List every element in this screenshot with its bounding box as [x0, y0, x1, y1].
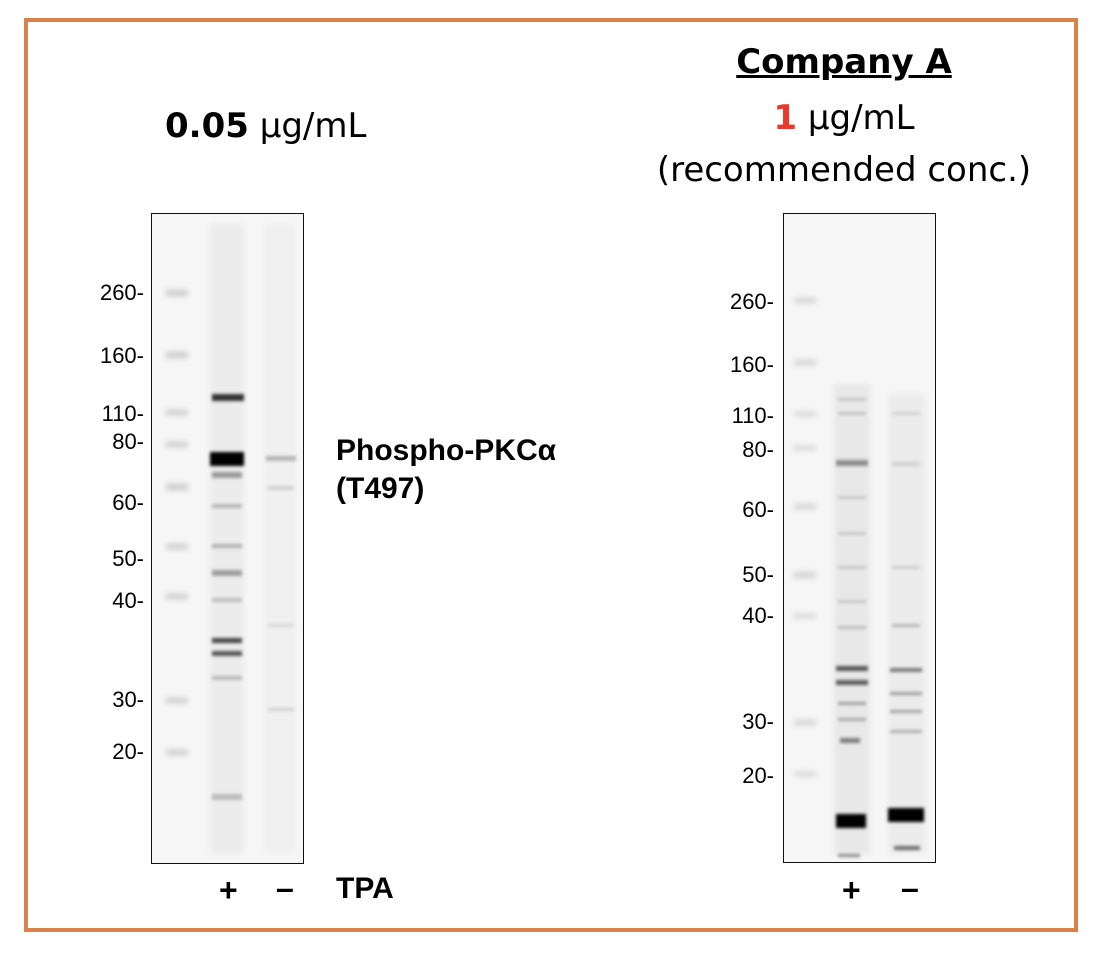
right-mw-80: 80- [742, 437, 774, 462]
left-conc-value: 0.05 [165, 106, 249, 146]
left-mw-60: 60- [112, 490, 144, 515]
left-lane-minus: – [276, 870, 294, 906]
left-mw-20: 20- [112, 739, 144, 764]
figure-frame [24, 18, 1078, 932]
right-concentration-title: 1 μg/mL [640, 98, 1048, 138]
target-name: Phospho-PKCα [336, 434, 557, 467]
right-lane-minus: – [901, 870, 919, 906]
right-mw-40: 40- [742, 603, 774, 628]
company-label: Company A [736, 42, 952, 82]
right-conc-unit: μg/mL [807, 98, 915, 138]
right-lane-plus: + [842, 872, 861, 908]
left-lane-plus: + [219, 872, 238, 908]
left-blot-membrane [151, 213, 304, 864]
right-mw-60: 60- [742, 497, 774, 522]
right-blot-membrane [783, 213, 936, 863]
left-mw-50: 50- [112, 546, 144, 571]
left-mw-30: 30- [112, 687, 144, 712]
treatment-label: TPA [336, 872, 394, 905]
left-mw-110: 110- [101, 401, 144, 426]
left-mw-160: 160- [99, 343, 144, 368]
right-mw-50: 50- [742, 562, 774, 587]
left-mw-80: 80- [112, 429, 144, 454]
left-concentration-title: 0.05 μg/mL [165, 106, 366, 146]
left-mw-260: 260- [99, 280, 144, 305]
right-conc-value: 1 [773, 98, 798, 138]
recommended-note: (recommended conc.) [656, 150, 1032, 190]
left-conc-unit: μg/mL [259, 106, 367, 146]
target-protein-label: Phospho-PKCα (T497) [336, 432, 556, 508]
right-mw-160: 160- [729, 352, 774, 377]
right-mw-110: 110- [731, 403, 774, 428]
right-mw-260: 260- [729, 289, 774, 314]
left-mw-40: 40- [112, 588, 144, 613]
right-mw-30: 30- [742, 709, 774, 734]
right-mw-20: 20- [742, 763, 774, 788]
target-site: (T497) [336, 472, 425, 505]
